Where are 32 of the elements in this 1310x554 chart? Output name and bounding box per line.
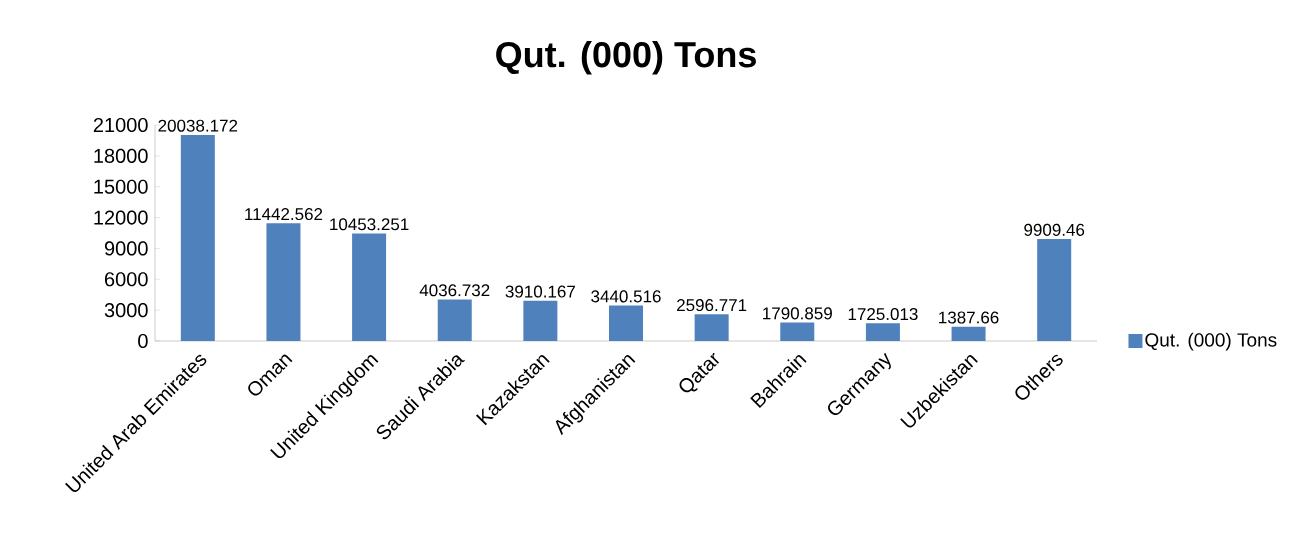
data-label: 1387.66 [939,311,999,324]
y-tick-label: 3000 [104,303,148,318]
y-tick-label: 6000 [104,272,148,287]
data-label: 1725.013 [848,308,918,321]
data-label: 20038.172 [158,119,238,132]
data-label: 2596.771 [677,299,747,312]
data-label: 9909.46 [1024,223,1085,236]
bar [694,314,729,341]
bar [180,134,215,341]
bar [523,300,558,341]
y-tick-label: 12000 [94,210,148,225]
y-tick-label: 9000 [104,241,148,256]
chart-title: Qut. (000) Tons [496,40,756,75]
y-tick-label: 21000 [93,117,148,133]
data-label: 3440.516 [591,290,661,303]
bar [437,299,472,341]
data-label: 1790.859 [763,307,832,320]
bar [609,305,644,341]
y-tick-label: 15000 [94,179,148,194]
bar [1037,239,1072,341]
data-label: 10453.251 [330,218,409,231]
data-label: 4036.732 [419,284,490,297]
bar [352,233,387,341]
bar [951,326,986,341]
data-label: 11442.562 [245,208,323,221]
bar [266,223,301,341]
data-label: 3910.167 [505,285,575,298]
y-tick-label: 0 [138,333,148,349]
bar [865,323,900,341]
bar [780,322,815,341]
y-tick-label: 18000 [94,148,148,163]
legend-label: Qut. (000) Tons [1145,332,1277,351]
